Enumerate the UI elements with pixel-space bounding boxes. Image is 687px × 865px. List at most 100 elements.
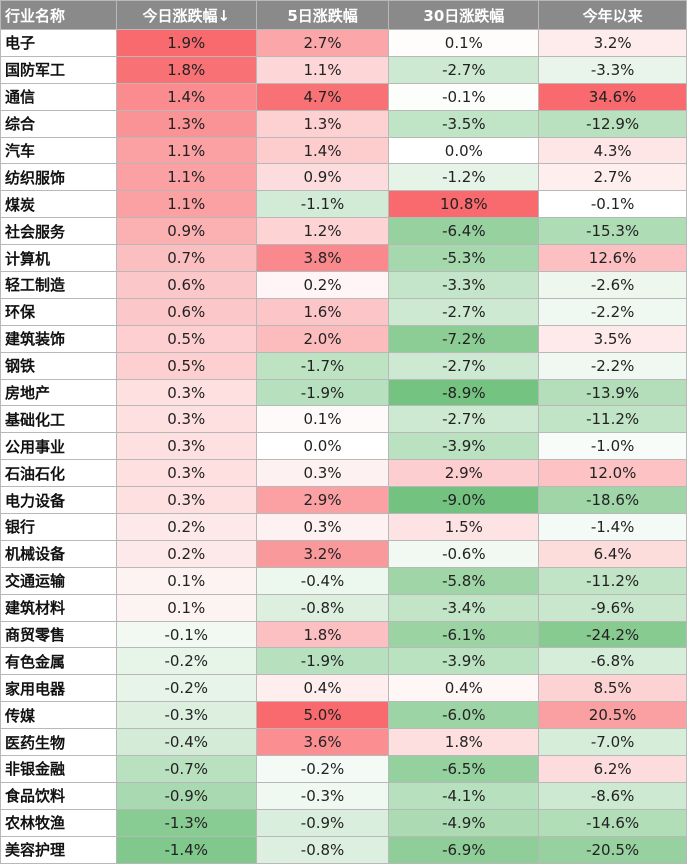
- 30day-change-cell: -6.1%: [388, 620, 540, 649]
- table-row[interactable]: 机械设备 0.2% 3.2% -0.6% 6.4%: [0, 539, 687, 568]
- industry-name-cell: 建筑材料: [0, 593, 117, 622]
- ytd-change-cell: -3.3%: [538, 55, 687, 84]
- ytd-change-cell: -13.9%: [538, 378, 687, 407]
- 5day-change-cell: 0.3%: [255, 459, 390, 488]
- ytd-change-cell: -14.6%: [538, 808, 687, 837]
- table-row[interactable]: 汽车 1.1% 1.4% 0.0% 4.3%: [0, 136, 687, 165]
- ytd-change-cell: 6.4%: [538, 539, 687, 568]
- table-row[interactable]: 美容护理 -1.4% -0.8% -6.9% -20.5%: [0, 835, 687, 864]
- 5day-change-cell: -1.7%: [255, 351, 390, 380]
- column-header-ytd-change[interactable]: 今年以来: [538, 0, 687, 30]
- industry-name-cell: 商贸零售: [0, 620, 117, 649]
- industry-name-cell: 煤炭: [0, 190, 117, 219]
- today-change-cell: 1.1%: [115, 190, 257, 219]
- header-row: 行业名称 今日涨跌幅↓ 5日涨跌幅 30日涨跌幅 今年以来: [0, 0, 687, 30]
- table-row[interactable]: 计算机 0.7% 3.8% -5.3% 12.6%: [0, 244, 687, 273]
- industry-name-cell: 医药生物: [0, 728, 117, 757]
- 5day-change-cell: -0.2%: [255, 755, 390, 783]
- today-change-cell: -0.1%: [115, 620, 257, 649]
- 30day-change-cell: -3.9%: [388, 432, 540, 461]
- 30day-change-cell: -2.7%: [388, 297, 540, 326]
- table-row[interactable]: 纺织服饰 1.1% 0.9% -1.2% 2.7%: [0, 163, 687, 192]
- today-change-cell: -0.2%: [115, 674, 257, 703]
- 30day-change-cell: -6.5%: [388, 755, 540, 783]
- ytd-change-cell: 3.2%: [538, 29, 687, 57]
- 5day-change-cell: 0.9%: [255, 163, 390, 192]
- 30day-change-cell: -4.9%: [388, 808, 540, 837]
- today-change-cell: 0.3%: [115, 432, 257, 461]
- ytd-change-cell: -12.9%: [538, 109, 687, 138]
- table-row[interactable]: 轻工制造 0.6% 0.2% -3.3% -2.6%: [0, 271, 687, 299]
- 30day-change-cell: 10.8%: [388, 190, 540, 219]
- 30day-change-cell: 0.4%: [388, 674, 540, 703]
- table-row[interactable]: 建筑材料 0.1% -0.8% -3.4% -9.6%: [0, 593, 687, 622]
- 5day-change-cell: 1.6%: [255, 297, 390, 326]
- table-row[interactable]: 石油石化 0.3% 0.3% 2.9% 12.0%: [0, 459, 687, 488]
- industry-name-cell: 有色金属: [0, 647, 117, 676]
- table-row[interactable]: 煤炭 1.1% -1.1% 10.8% -0.1%: [0, 190, 687, 219]
- today-change-cell: 1.9%: [115, 29, 257, 57]
- 30day-change-cell: -5.3%: [388, 244, 540, 273]
- today-change-cell: 0.7%: [115, 244, 257, 273]
- 5day-change-cell: 4.7%: [255, 82, 390, 111]
- table-row[interactable]: 交通运输 0.1% -0.4% -5.8% -11.2%: [0, 566, 687, 595]
- today-change-cell: 0.1%: [115, 566, 257, 595]
- today-change-cell: 0.3%: [115, 486, 257, 515]
- today-change-cell: -0.7%: [115, 755, 257, 783]
- industry-name-cell: 国防军工: [0, 55, 117, 84]
- table-row[interactable]: 电力设备 0.3% 2.9% -9.0% -18.6%: [0, 486, 687, 515]
- ytd-change-cell: -1.4%: [538, 513, 687, 541]
- table-row[interactable]: 传媒 -0.3% 5.0% -6.0% 20.5%: [0, 701, 687, 730]
- table-row[interactable]: 非银金融 -0.7% -0.2% -6.5% 6.2%: [0, 755, 687, 783]
- table-row[interactable]: 有色金属 -0.2% -1.9% -3.9% -6.8%: [0, 647, 687, 676]
- today-change-cell: -1.3%: [115, 808, 257, 837]
- 30day-change-cell: -4.1%: [388, 781, 540, 810]
- table-row[interactable]: 环保 0.6% 1.6% -2.7% -2.2%: [0, 297, 687, 326]
- column-header-30day-change[interactable]: 30日涨跌幅: [388, 0, 540, 30]
- table-row[interactable]: 食品饮料 -0.9% -0.3% -4.1% -8.6%: [0, 781, 687, 810]
- 30day-change-cell: -5.8%: [388, 566, 540, 595]
- table-row[interactable]: 建筑装饰 0.5% 2.0% -7.2% 3.5%: [0, 324, 687, 353]
- ytd-change-cell: -24.2%: [538, 620, 687, 649]
- table-row[interactable]: 电子 1.9% 2.7% 0.1% 3.2%: [0, 29, 687, 57]
- today-change-cell: -0.9%: [115, 781, 257, 810]
- 5day-change-cell: 2.7%: [255, 29, 390, 57]
- table-row[interactable]: 钢铁 0.5% -1.7% -2.7% -2.2%: [0, 351, 687, 380]
- table-row[interactable]: 商贸零售 -0.1% 1.8% -6.1% -24.2%: [0, 620, 687, 649]
- table-row[interactable]: 银行 0.2% 0.3% 1.5% -1.4%: [0, 513, 687, 541]
- table-row[interactable]: 通信 1.4% 4.7% -0.1% 34.6%: [0, 82, 687, 111]
- ytd-change-cell: 12.0%: [538, 459, 687, 488]
- ytd-change-cell: -7.0%: [538, 728, 687, 757]
- ytd-change-cell: -11.2%: [538, 566, 687, 595]
- 30day-change-cell: -6.0%: [388, 701, 540, 730]
- table-row[interactable]: 家用电器 -0.2% 0.4% 0.4% 8.5%: [0, 674, 687, 703]
- column-header-industry[interactable]: 行业名称: [0, 0, 117, 30]
- ytd-change-cell: -20.5%: [538, 835, 687, 864]
- today-change-cell: 1.1%: [115, 163, 257, 192]
- today-change-cell: -0.2%: [115, 647, 257, 676]
- today-change-cell: 0.9%: [115, 217, 257, 246]
- table-row[interactable]: 农林牧渔 -1.3% -0.9% -4.9% -14.6%: [0, 808, 687, 837]
- 5day-change-cell: -1.9%: [255, 647, 390, 676]
- table-row[interactable]: 医药生物 -0.4% 3.6% 1.8% -7.0%: [0, 728, 687, 757]
- table-row[interactable]: 房地产 0.3% -1.9% -8.9% -13.9%: [0, 378, 687, 407]
- table-row[interactable]: 基础化工 0.3% 0.1% -2.7% -11.2%: [0, 405, 687, 434]
- column-header-today-change[interactable]: 今日涨跌幅↓: [115, 0, 257, 30]
- table-row[interactable]: 社会服务 0.9% 1.2% -6.4% -15.3%: [0, 217, 687, 246]
- 5day-change-cell: -0.9%: [255, 808, 390, 837]
- today-change-cell: 0.2%: [115, 539, 257, 568]
- table-row[interactable]: 公用事业 0.3% 0.0% -3.9% -1.0%: [0, 432, 687, 461]
- ytd-change-cell: 20.5%: [538, 701, 687, 730]
- 5day-change-cell: 3.8%: [255, 244, 390, 273]
- 30day-change-cell: -2.7%: [388, 55, 540, 84]
- industry-name-cell: 银行: [0, 513, 117, 541]
- ytd-change-cell: -2.2%: [538, 297, 687, 326]
- 30day-change-cell: -6.4%: [388, 217, 540, 246]
- column-header-5day-change[interactable]: 5日涨跌幅: [255, 0, 390, 30]
- ytd-change-cell: 3.5%: [538, 324, 687, 353]
- table-row[interactable]: 国防军工 1.8% 1.1% -2.7% -3.3%: [0, 55, 687, 84]
- 30day-change-cell: -8.9%: [388, 378, 540, 407]
- 30day-change-cell: -3.9%: [388, 647, 540, 676]
- 30day-change-cell: -2.7%: [388, 405, 540, 434]
- table-row[interactable]: 综合 1.3% 1.3% -3.5% -12.9%: [0, 109, 687, 138]
